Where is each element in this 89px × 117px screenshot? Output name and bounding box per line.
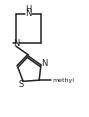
Text: methyl: methyl bbox=[53, 78, 74, 83]
Text: N: N bbox=[25, 9, 32, 18]
Text: N: N bbox=[41, 59, 48, 68]
Text: H: H bbox=[25, 5, 32, 14]
Text: S: S bbox=[19, 80, 24, 89]
Text: N: N bbox=[13, 39, 19, 48]
